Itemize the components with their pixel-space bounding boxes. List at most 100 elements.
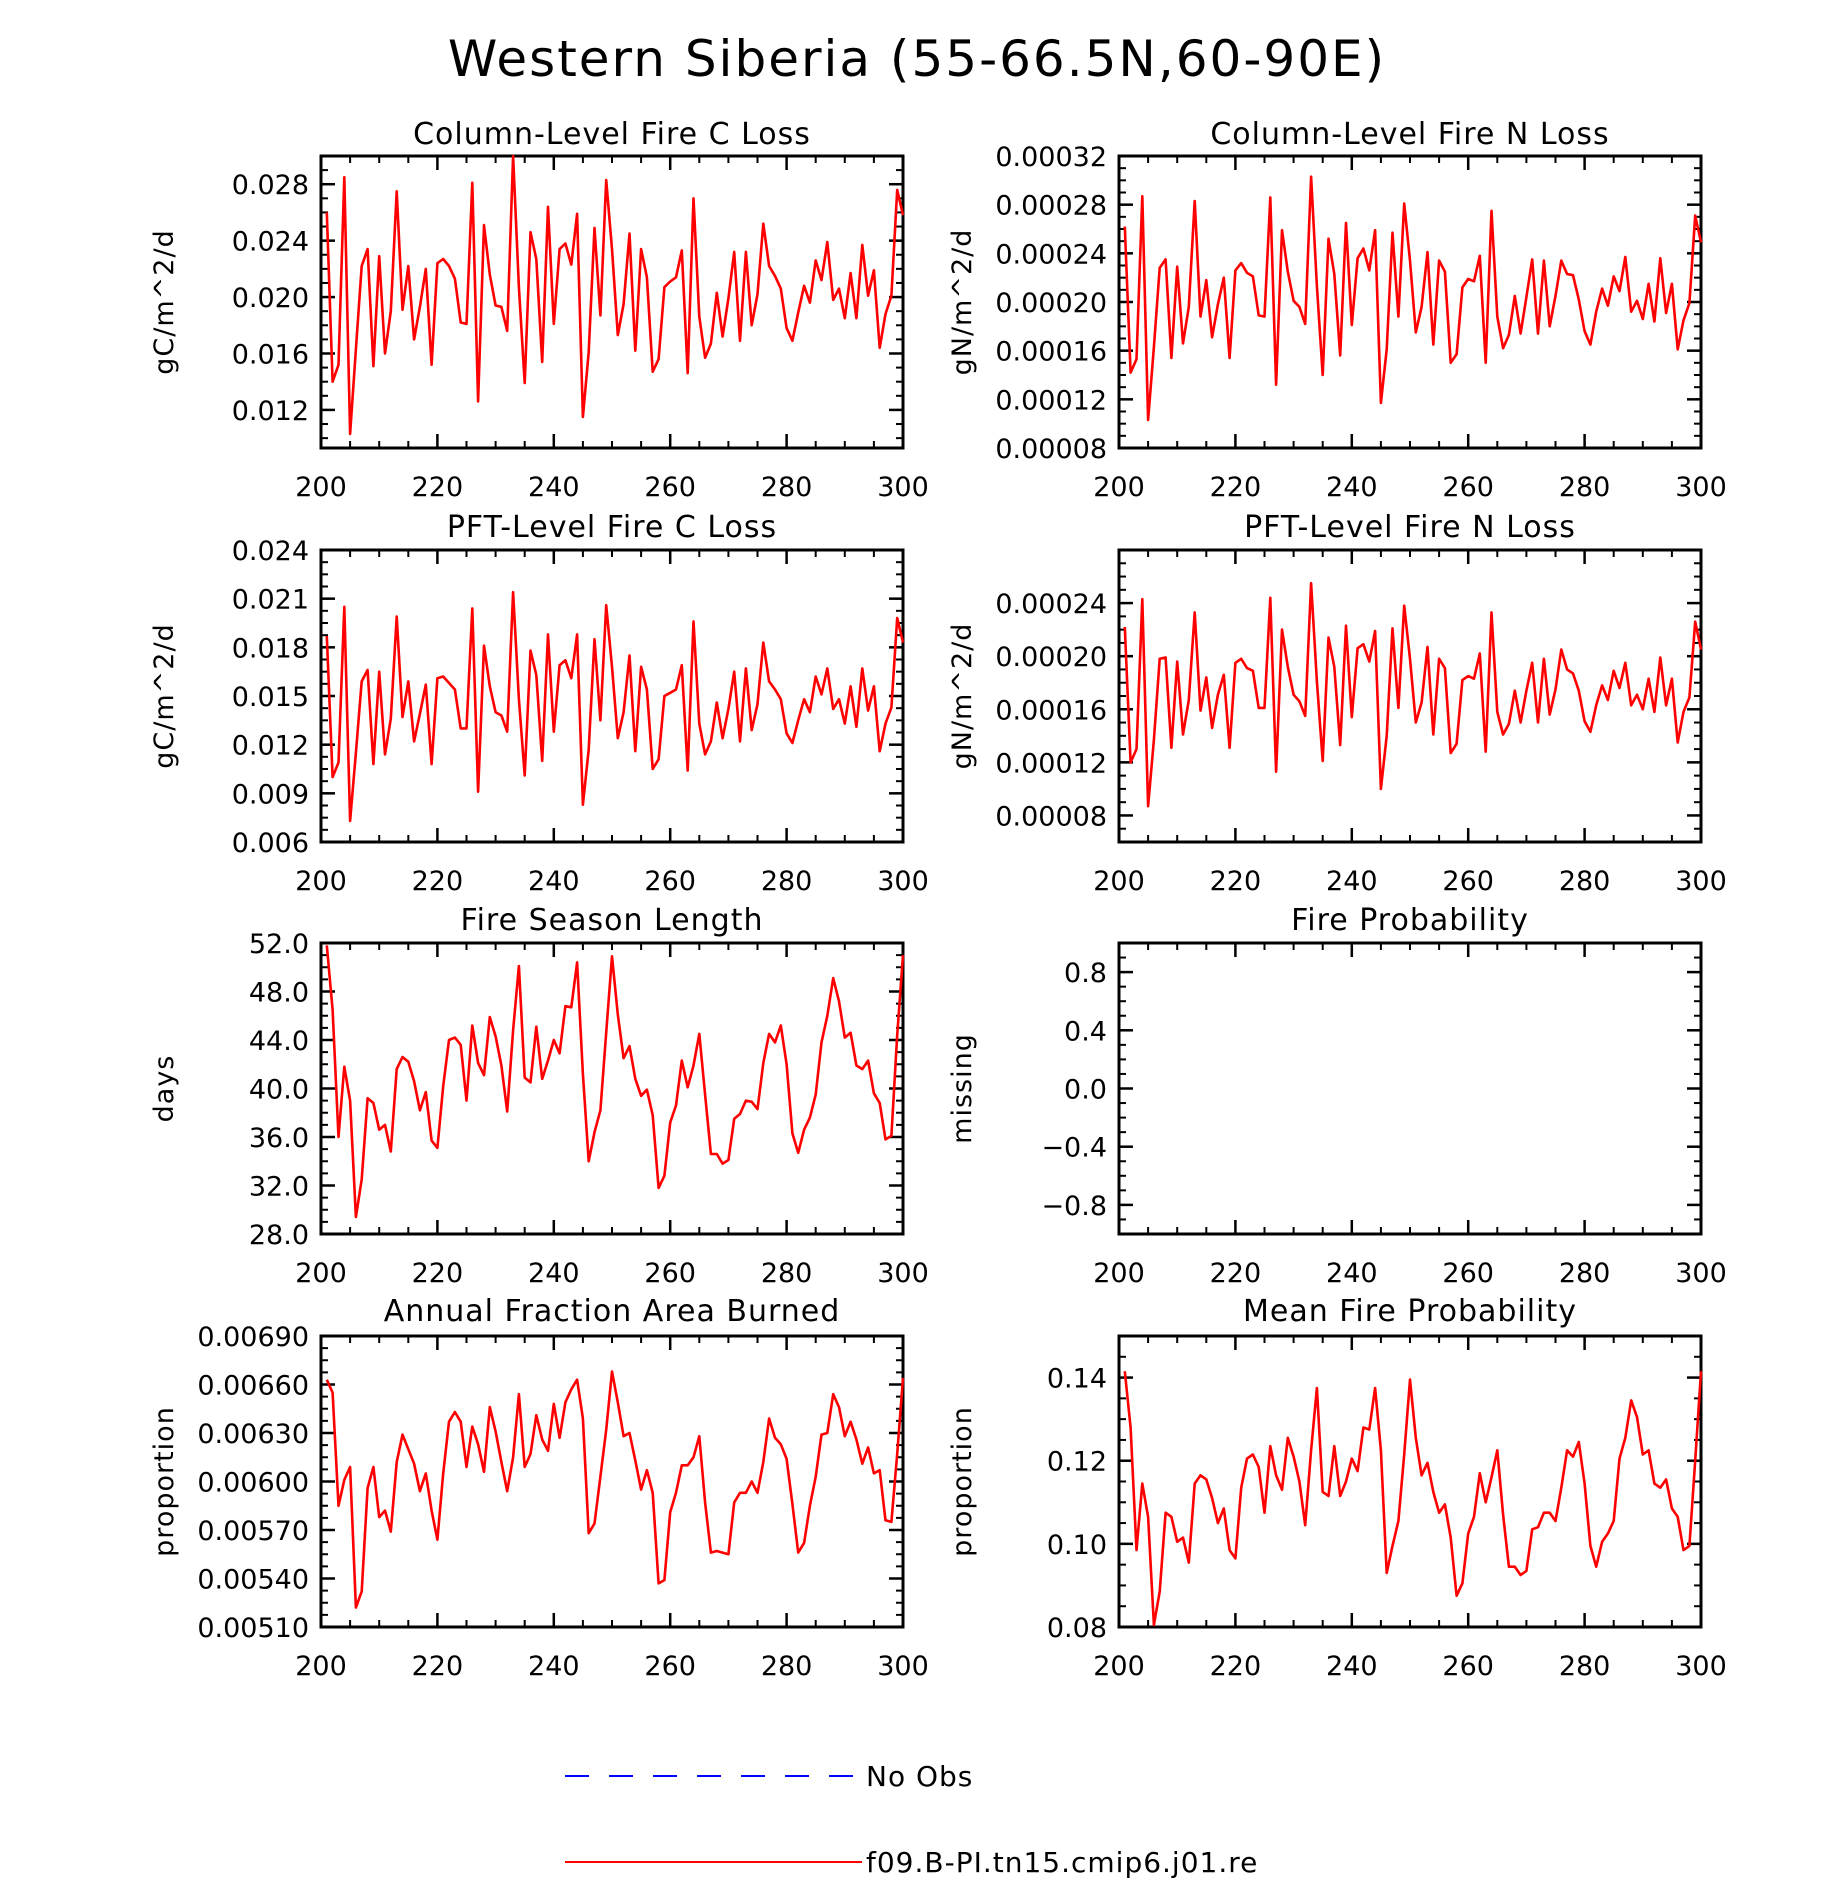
- y-tick-label: 0.00020: [995, 288, 1107, 319]
- x-tick-label: 260: [644, 1258, 696, 1289]
- y-axis-label: gN/m^2/d: [947, 623, 978, 770]
- y-axis-label: gC/m^2/d: [149, 623, 180, 768]
- y-axis-label: missing: [947, 1033, 978, 1144]
- y-tick-label: −0.4: [1041, 1133, 1107, 1164]
- panel-title: Annual Fraction Area Burned: [384, 1294, 841, 1329]
- y-tick-label: 0.00660: [197, 1371, 309, 1402]
- y-tick-label: 0.00540: [197, 1565, 309, 1596]
- y-tick-label: 32.0: [249, 1172, 309, 1203]
- x-tick-label: 300: [877, 1651, 929, 1682]
- y-tick-label: 0.012: [232, 731, 309, 762]
- x-tick-label: 280: [1559, 866, 1611, 897]
- series-line: [325, 945, 905, 1219]
- y-axis-label: gC/m^2/d: [149, 229, 180, 374]
- x-tick-label: 280: [1559, 1651, 1611, 1682]
- x-tick-label: 200: [295, 1651, 347, 1682]
- y-tick-label: 0.015: [232, 682, 309, 713]
- x-tick-label: 260: [644, 1651, 696, 1682]
- x-tick-label: 220: [412, 472, 464, 503]
- x-tick-label: 300: [1675, 866, 1727, 897]
- series-line: [325, 1370, 905, 1609]
- x-tick-label: 200: [1093, 1258, 1145, 1289]
- x-tick-label: 220: [412, 866, 464, 897]
- panel-pft-level-fire-c-loss: PFT-Level Fire C Loss 200 220 240 260 280 300 0…: [149, 510, 929, 897]
- plot-frame: [1117, 154, 1703, 450]
- y-tick-label: 0.8: [1064, 958, 1107, 989]
- plot-frame: [319, 154, 905, 450]
- series-line: [325, 590, 905, 823]
- y-tick-label: 36.0: [249, 1123, 309, 1154]
- y-tick-label: 0.018: [232, 633, 309, 664]
- panel-mean-fire-probability: Mean Fire Probability 200 220 240 260 280 300 0…: [947, 1294, 1727, 1682]
- y-tick-label: 28.0: [249, 1220, 309, 1251]
- y-tick-label: 40.0: [249, 1075, 309, 1106]
- panel-fire-season-length: Fire Season Length 200 220 240 260 280 300 28.0…: [149, 903, 929, 1289]
- x-tick-label: 240: [1326, 866, 1378, 897]
- x-tick-label: 280: [1559, 1258, 1611, 1289]
- series-line: [1123, 581, 1703, 808]
- y-tick-label: 44.0: [249, 1026, 309, 1057]
- y-tick-label: 52.0: [249, 929, 309, 960]
- x-tick-label: 260: [1442, 1258, 1494, 1289]
- panel-title: PFT-Level Fire N Loss: [1244, 510, 1576, 545]
- y-axis-label: days: [149, 1055, 180, 1123]
- y-tick-label: 0.00012: [995, 748, 1107, 779]
- x-tick-label: 280: [761, 1651, 813, 1682]
- y-tick-label: 0.009: [232, 779, 309, 810]
- x-tick-label: 280: [761, 866, 813, 897]
- y-tick-label: 0.00028: [995, 191, 1107, 222]
- x-tick-label: 300: [1675, 1258, 1727, 1289]
- y-tick-label: 0.4: [1064, 1016, 1107, 1047]
- figure-title: Western Siberia (55-66.5N,60-90E): [448, 30, 1386, 88]
- panel-title: Fire Probability: [1291, 903, 1529, 938]
- y-axis-label: proportion: [149, 1406, 180, 1557]
- y-tick-label: 0.00016: [995, 695, 1107, 726]
- y-tick-label: 0.028: [232, 170, 309, 201]
- y-tick-label: 0.00600: [197, 1468, 309, 1499]
- x-tick-label: 220: [1210, 472, 1262, 503]
- y-tick-label: 0.006: [232, 828, 309, 859]
- y-tick-label: 0.00630: [197, 1419, 309, 1450]
- x-tick-label: 280: [761, 472, 813, 503]
- x-tick-label: 240: [1326, 472, 1378, 503]
- x-tick-label: 300: [1675, 1651, 1727, 1682]
- plot-frame: [319, 548, 905, 844]
- x-tick-label: 280: [1559, 472, 1611, 503]
- panel-title: Column-Level Fire N Loss: [1210, 117, 1609, 152]
- panel-grid: Column-Level Fire C Loss 200 220 240 260 280 3…: [149, 117, 1727, 1682]
- y-tick-label: 0.016: [232, 339, 309, 370]
- legend-label-no-obs: No Obs: [866, 1760, 973, 1793]
- y-tick-label: 0.10: [1047, 1530, 1107, 1561]
- x-tick-label: 200: [1093, 472, 1145, 503]
- plot-frame: [1117, 548, 1703, 844]
- x-tick-label: 200: [295, 472, 347, 503]
- x-tick-label: 240: [528, 866, 580, 897]
- panel-fire-probability: Fire Probability 200 220 240 260 280 300 −0.8 −0…: [947, 903, 1727, 1289]
- y-tick-label: 0.00690: [197, 1322, 309, 1353]
- y-tick-label: 0.024: [232, 227, 309, 258]
- panel-title: PFT-Level Fire C Loss: [447, 510, 777, 545]
- legend-label-model: f09.B-PI.tn15.cmip6.j01.re: [866, 1846, 1258, 1879]
- y-tick-label: 0.08: [1047, 1613, 1107, 1644]
- panel-annual-fraction-area-burned: Annual Fraction Area Burned 200 220 240 260 2…: [149, 1294, 929, 1682]
- x-tick-label: 260: [644, 472, 696, 503]
- series-line: [325, 154, 905, 436]
- x-tick-label: 220: [1210, 866, 1262, 897]
- panel-column-level-fire-n-loss: Column-Level Fire N Loss 200 220 240 260 280 3…: [947, 117, 1727, 503]
- panel-column-level-fire-c-loss: Column-Level Fire C Loss 200 220 240 260 280 3…: [149, 117, 929, 503]
- x-tick-label: 260: [1442, 866, 1494, 897]
- x-tick-label: 300: [877, 1258, 929, 1289]
- x-tick-label: 220: [412, 1651, 464, 1682]
- x-tick-label: 240: [1326, 1258, 1378, 1289]
- y-tick-label: 48.0: [249, 978, 309, 1009]
- y-tick-label: −0.8: [1041, 1191, 1107, 1222]
- y-tick-label: 0.14: [1047, 1364, 1107, 1395]
- y-tick-label: 0.00510: [197, 1613, 309, 1644]
- y-tick-label: 0.00032: [995, 142, 1107, 173]
- y-tick-label: 0.00008: [995, 801, 1107, 832]
- x-tick-label: 260: [644, 866, 696, 897]
- y-tick-label: 0.012: [232, 396, 309, 427]
- y-tick-label: 0.00024: [995, 239, 1107, 270]
- series-line: [1123, 1371, 1703, 1627]
